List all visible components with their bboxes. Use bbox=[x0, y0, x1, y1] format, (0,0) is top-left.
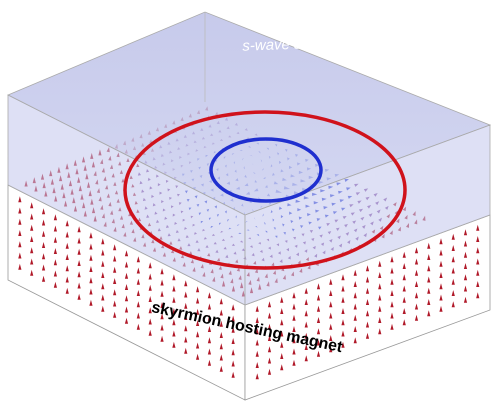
page: s-wave superconductor skyrmion hosting m… bbox=[0, 0, 494, 404]
diagram: s-wave superconductor skyrmion hosting m… bbox=[0, 0, 494, 404]
